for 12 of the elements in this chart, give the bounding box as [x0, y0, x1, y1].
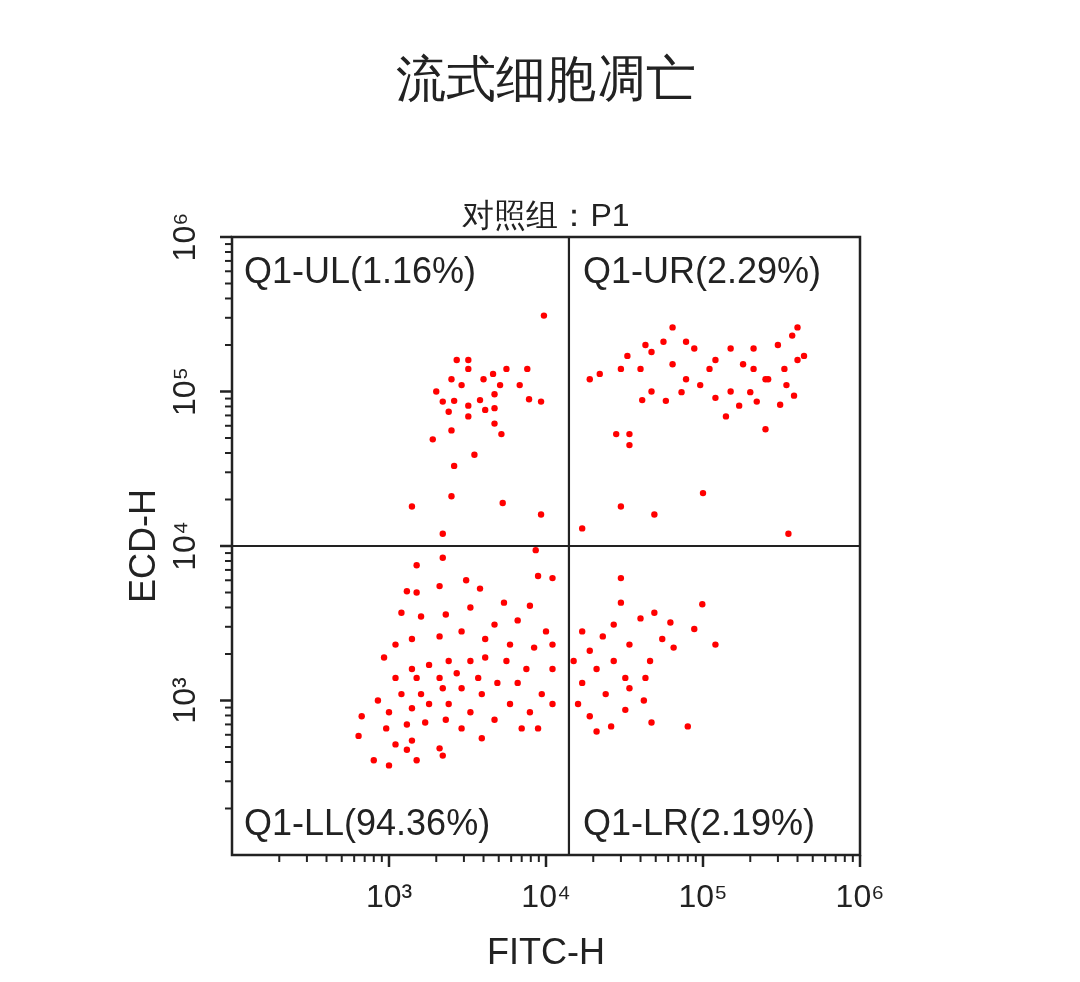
y-tick-label: 10³: [166, 677, 202, 724]
x-tick-label: 10⁵: [678, 878, 728, 914]
x-tick-label: 10³: [365, 878, 413, 914]
y-title: ECD-H: [121, 489, 163, 603]
y-tick-label: 10⁴: [166, 521, 202, 571]
y-tick-label: 10⁶: [166, 212, 202, 262]
x-tick-label: 10⁴: [521, 878, 571, 914]
y-tick-label: 10⁵: [166, 367, 202, 416]
title: 流式细胞凋亡: [396, 51, 696, 107]
x-title: FITC-H: [487, 931, 605, 972]
subtitle: 对照组：P1: [462, 197, 630, 233]
x-tick-label: 10⁶: [835, 878, 885, 914]
